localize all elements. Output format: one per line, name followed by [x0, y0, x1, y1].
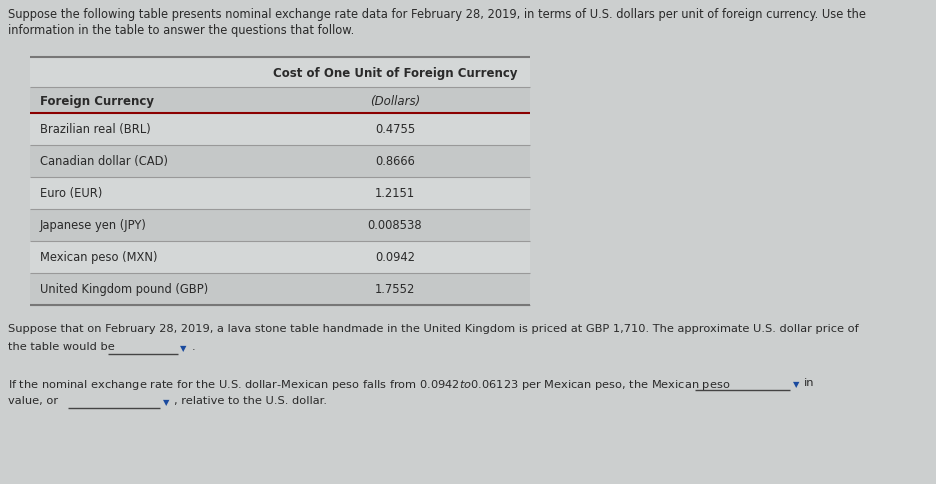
Bar — [30, 210, 530, 242]
Bar — [30, 242, 530, 273]
Text: ▼: ▼ — [792, 379, 798, 388]
Text: 0.008538: 0.008538 — [367, 219, 422, 232]
Text: Foreign Currency: Foreign Currency — [40, 94, 154, 107]
Text: ▼: ▼ — [180, 343, 186, 352]
Text: ▼: ▼ — [163, 397, 169, 406]
Text: in: in — [803, 377, 813, 387]
Bar — [30, 88, 530, 114]
Text: United Kingdom pound (GBP): United Kingdom pound (GBP) — [40, 283, 208, 296]
Bar — [30, 58, 530, 88]
Text: 0.4755: 0.4755 — [374, 123, 415, 136]
Text: Suppose that on February 28, 2019, a lava stone table handmade in the United Kin: Suppose that on February 28, 2019, a lav… — [8, 323, 857, 333]
Text: 1.7552: 1.7552 — [374, 283, 415, 296]
Text: the table would be: the table would be — [8, 341, 114, 351]
Bar — [30, 178, 530, 210]
Text: Cost of One Unit of Foreign Currency: Cost of One Unit of Foreign Currency — [272, 66, 517, 79]
Text: .: . — [192, 341, 196, 351]
Bar — [30, 273, 530, 305]
Text: Euro (EUR): Euro (EUR) — [40, 187, 102, 200]
Text: information in the table to answer the questions that follow.: information in the table to answer the q… — [8, 24, 354, 37]
Text: Japanese yen (JPY): Japanese yen (JPY) — [40, 219, 147, 232]
Text: Brazilian real (BRL): Brazilian real (BRL) — [40, 123, 151, 136]
Text: If the nominal exchange rate for the U.S. dollar-Mexican peso falls from $0.0942: If the nominal exchange rate for the U.S… — [8, 377, 729, 391]
Text: Canadian dollar (CAD): Canadian dollar (CAD) — [40, 155, 168, 168]
Text: 0.0942: 0.0942 — [374, 251, 415, 264]
Text: Mexican peso (MXN): Mexican peso (MXN) — [40, 251, 157, 264]
Text: value, or: value, or — [8, 395, 58, 405]
Bar — [30, 146, 530, 178]
Text: 0.8666: 0.8666 — [374, 155, 415, 168]
Bar — [30, 114, 530, 146]
Text: , relative to the U.S. dollar.: , relative to the U.S. dollar. — [174, 395, 327, 405]
Text: 1.2151: 1.2151 — [374, 187, 415, 200]
Text: (Dollars): (Dollars) — [370, 94, 419, 107]
Text: Suppose the following table presents nominal exchange rate data for February 28,: Suppose the following table presents nom… — [8, 8, 865, 21]
